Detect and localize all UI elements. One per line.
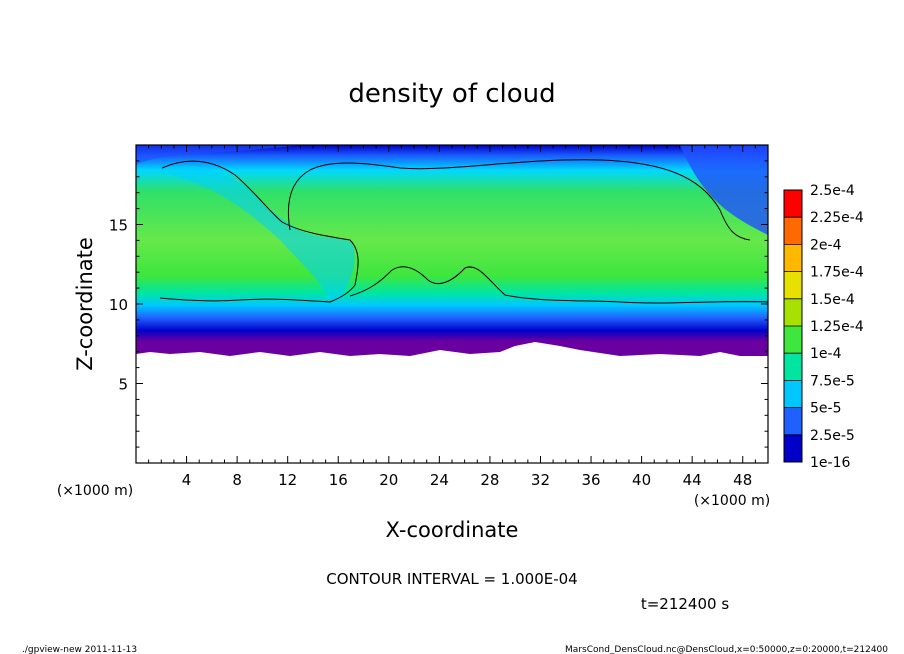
colorbar-label: 1.75e-4 bbox=[810, 265, 864, 281]
colorbar-swatch bbox=[784, 407, 802, 435]
footer-left: ./gpview-new 2011-11-13 bbox=[22, 645, 137, 654]
colorbar-label: 7.5e-5 bbox=[810, 373, 855, 389]
colorbar-swatch bbox=[784, 326, 802, 354]
x-tick-label: 28 bbox=[480, 471, 499, 489]
colorbar-label: 1.25e-4 bbox=[810, 319, 864, 335]
upper-blue-left bbox=[136, 145, 300, 165]
colorbar-label: 5e-5 bbox=[810, 401, 841, 417]
x-axis-ticks: 4 8 12 16 20 24 28 32 36 40 44 48 bbox=[148, 145, 756, 489]
colorbar-label: 1e-4 bbox=[810, 346, 842, 362]
x-axis-label: X-coordinate bbox=[386, 518, 519, 542]
cloud-field bbox=[136, 145, 768, 356]
dry-region bbox=[160, 165, 355, 300]
y-tick-label: 10 bbox=[109, 296, 128, 314]
x-tick-label: 44 bbox=[683, 471, 702, 489]
x-tick-label: 8 bbox=[232, 471, 242, 489]
colorbar-swatch bbox=[784, 353, 802, 381]
y-tick-label: 15 bbox=[109, 217, 128, 235]
colorbar-swatch bbox=[784, 271, 802, 299]
x-unit-left: (×1000 m) bbox=[57, 483, 133, 499]
colorbar-swatch bbox=[784, 434, 802, 462]
y-axis-ticks: 5 10 15 bbox=[109, 160, 768, 448]
x-tick-label: 4 bbox=[182, 471, 192, 489]
time-label: t=212400 s bbox=[641, 595, 729, 613]
x-tick-label: 36 bbox=[581, 471, 600, 489]
colorbar-swatch bbox=[784, 380, 802, 408]
x-tick-label: 40 bbox=[632, 471, 651, 489]
x-unit-right: (×1000 m) bbox=[694, 493, 770, 509]
x-tick-label: 12 bbox=[278, 471, 297, 489]
colorbar-swatch bbox=[784, 190, 802, 218]
x-tick-label: 20 bbox=[379, 471, 398, 489]
x-tick-label: 24 bbox=[430, 471, 449, 489]
colorbar-label: 2.5e-5 bbox=[810, 428, 855, 444]
x-tick-label: 16 bbox=[329, 471, 348, 489]
colorbar-swatch bbox=[784, 217, 802, 245]
contour-interval: CONTOUR INTERVAL = 1.000E-04 bbox=[326, 570, 577, 588]
colorbar-label: 2.25e-4 bbox=[810, 210, 864, 226]
colorbar: 2.5e-4 2.25e-4 2e-4 1.75e-4 1.5e-4 1.25e-4 1e-… bbox=[783, 183, 864, 471]
x-tick-label: 32 bbox=[531, 471, 550, 489]
colorbar-label: 2.5e-4 bbox=[810, 183, 855, 199]
colorbar-swatch bbox=[784, 244, 802, 272]
chart-title: density of cloud bbox=[348, 79, 555, 109]
colorbar-swatch bbox=[784, 298, 802, 326]
colorbar-label: 1e-16 bbox=[810, 455, 850, 471]
footer-right: MarsCond_DensCloud.nc@DensCloud,x=0:5000… bbox=[565, 645, 888, 654]
x-tick-label: 48 bbox=[733, 471, 752, 489]
colorbar-label: 1.5e-4 bbox=[810, 292, 855, 308]
y-tick-label: 5 bbox=[118, 376, 128, 394]
contour-line bbox=[159, 159, 769, 304]
colorbar-label: 2e-4 bbox=[810, 237, 842, 253]
plot-area bbox=[136, 145, 768, 463]
upper-blue-right bbox=[680, 145, 768, 235]
y-axis-label: Z-coordinate bbox=[73, 237, 97, 371]
